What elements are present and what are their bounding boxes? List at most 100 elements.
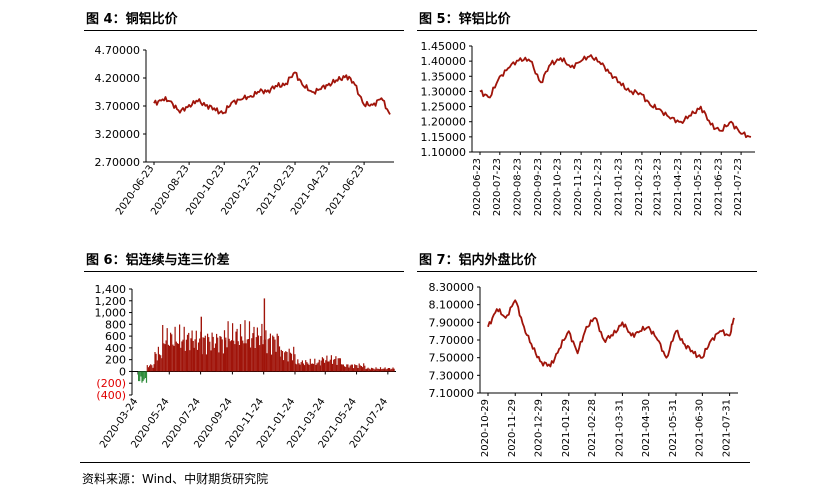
y-tick-label: 7.90000 — [429, 316, 475, 329]
bar — [289, 352, 291, 372]
bar — [140, 371, 142, 377]
bar — [150, 364, 152, 372]
bar — [296, 364, 298, 372]
bar — [327, 361, 329, 372]
bar — [284, 352, 286, 372]
bar — [319, 365, 321, 372]
x-tick-label: 2020-09-23 — [533, 158, 544, 216]
bar — [192, 341, 194, 372]
bar — [155, 353, 157, 372]
bar — [180, 347, 182, 372]
bar — [348, 367, 350, 372]
bar — [283, 360, 285, 372]
bar — [269, 333, 271, 372]
source-note: 资料来源：Wind、中财期货研究院 — [82, 472, 269, 486]
bar — [345, 366, 347, 372]
chart-aluminum-domestic-foreign: 8.30000 8.10000 7.90000 7.70000 7.50000 7.300… — [429, 281, 738, 457]
y-tick-label: 1.10000 — [421, 146, 467, 159]
bar — [335, 356, 337, 372]
bar — [176, 343, 178, 372]
x-tick-label: 2020-07-23 — [492, 158, 503, 216]
bar — [248, 321, 251, 372]
bar — [255, 337, 257, 372]
bar — [387, 368, 389, 372]
y-tick-label: 3.20000 — [95, 128, 141, 141]
bar — [146, 365, 148, 372]
bar — [193, 347, 195, 372]
bar — [181, 341, 183, 372]
y-tick-label: 800 — [105, 318, 126, 331]
bar — [309, 358, 311, 372]
bar — [236, 328, 238, 372]
y-tick-label: 1,400 — [95, 283, 127, 296]
bar — [173, 345, 175, 372]
bar — [186, 334, 189, 372]
bar — [365, 369, 367, 372]
footer-rule — [80, 462, 750, 463]
bar — [232, 323, 234, 372]
bar — [311, 363, 314, 372]
y-tick-label: 8.30000 — [429, 281, 475, 294]
y-tick-label: 200 — [105, 354, 126, 367]
bar — [362, 367, 364, 372]
bar — [142, 371, 144, 382]
bar — [322, 358, 325, 372]
bar — [182, 339, 184, 372]
bar — [315, 365, 317, 372]
bar — [222, 353, 224, 372]
bar — [162, 325, 164, 372]
bar — [256, 327, 258, 372]
bar — [350, 364, 352, 372]
y-tick-label: 4.20000 — [95, 72, 141, 85]
bar — [292, 360, 294, 372]
y-tick-label: 3.70000 — [95, 100, 141, 113]
bar — [191, 330, 193, 372]
bar — [334, 359, 336, 372]
bar — [265, 330, 267, 372]
chart-title-aluminum-domestic-foreign: 图 7：铝内外盘比价 — [419, 253, 537, 268]
bar — [286, 352, 288, 372]
bar — [262, 344, 264, 372]
bar — [152, 367, 154, 372]
bar — [226, 347, 228, 372]
bar — [170, 332, 172, 372]
bar — [338, 358, 340, 372]
bar — [354, 364, 356, 372]
y-tick-label: 1.45000 — [421, 40, 467, 53]
bar — [168, 345, 171, 372]
bar — [259, 345, 261, 372]
bar — [275, 351, 277, 372]
bar — [154, 352, 156, 372]
bar — [160, 355, 162, 372]
x-tick-label: 2020-08-23 — [512, 158, 523, 216]
bar — [220, 336, 222, 372]
bar — [368, 368, 370, 372]
bar — [356, 365, 358, 372]
bar — [314, 358, 316, 372]
bar — [351, 364, 353, 372]
x-tick-label: 2021-03-23 — [652, 158, 663, 216]
bar — [317, 362, 319, 372]
bar — [199, 338, 201, 372]
bar — [370, 367, 373, 372]
bar — [161, 358, 163, 372]
bar — [279, 356, 281, 372]
x-tick-label: 2020-06-23 — [472, 158, 483, 216]
bar — [195, 330, 197, 372]
bar — [392, 367, 394, 372]
bar — [358, 363, 360, 372]
bar — [369, 369, 371, 372]
y-tick-label: 1,200 — [95, 295, 127, 308]
bar — [205, 354, 207, 372]
chart-aluminum-spread: 1,4001,2001,0008006004002000(200)(400)20… — [95, 283, 396, 450]
bar — [228, 338, 230, 372]
bar — [210, 350, 212, 372]
bar — [324, 362, 326, 372]
bar — [225, 337, 227, 372]
bar — [342, 364, 344, 372]
bar — [337, 358, 339, 372]
bar — [383, 368, 385, 372]
bar — [218, 352, 220, 372]
bar — [143, 371, 145, 380]
bar — [174, 326, 176, 372]
